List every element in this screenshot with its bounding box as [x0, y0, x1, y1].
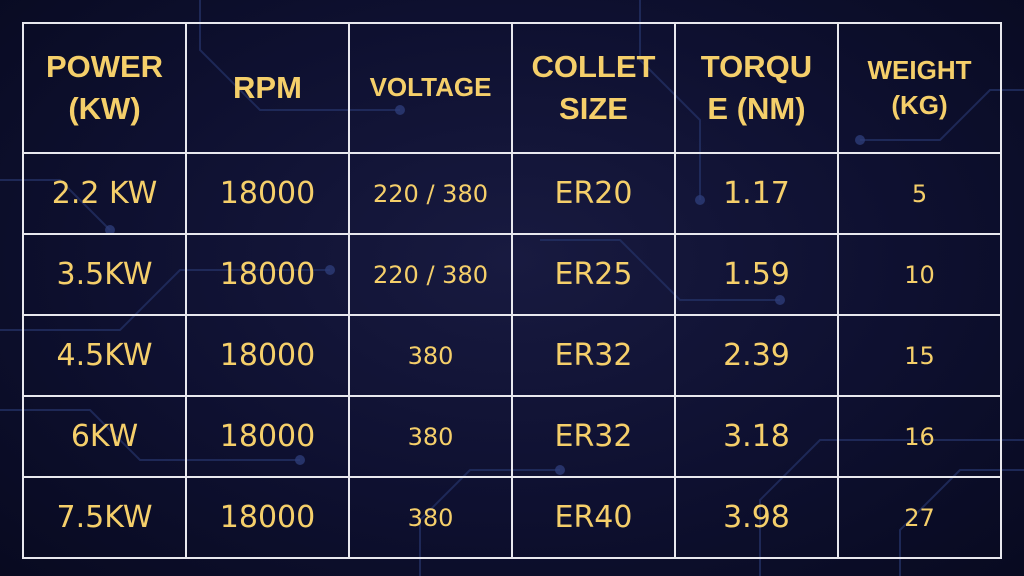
cell-weight: 16 [837, 395, 1002, 478]
cell-collet-size: ER32 [511, 314, 676, 397]
cell-collet-size: ER40 [511, 476, 676, 559]
header-voltage-label: VOLTAGE [369, 72, 492, 103]
header-weight-line2: (KG) [891, 90, 948, 120]
spindle-spec-table: POWER (KW) RPM VOLTAGE COLLET SIZE TORQU… [22, 22, 1002, 559]
header-collet-line1: COLLET [531, 49, 656, 85]
cell-voltage: 220 / 380 [348, 233, 513, 316]
cell-rpm: 18000 [185, 395, 350, 478]
cell-torque: 3.98 [674, 476, 839, 559]
table-row: 2.2 KW 18000 220 / 380 ER20 1.17 5 [22, 152, 1002, 235]
header-torque-line1: TORQU [700, 49, 813, 85]
cell-voltage: 380 [348, 476, 513, 559]
cell-power: 6KW [22, 395, 187, 478]
header-power: POWER (KW) [22, 22, 187, 154]
cell-power: 4.5KW [22, 314, 187, 397]
cell-torque: 1.17 [674, 152, 839, 235]
cell-weight: 10 [837, 233, 1002, 316]
header-rpm-label: RPM [233, 70, 302, 106]
cell-rpm: 18000 [185, 314, 350, 397]
header-collet-size: COLLET SIZE [511, 22, 676, 154]
header-weight: WEIGHT (KG) [837, 22, 1002, 154]
cell-power: 3.5KW [22, 233, 187, 316]
table-row: 6KW 18000 380 ER32 3.18 16 [22, 395, 1002, 478]
cell-rpm: 18000 [185, 152, 350, 235]
cell-voltage: 380 [348, 395, 513, 478]
cell-weight: 5 [837, 152, 1002, 235]
cell-torque: 3.18 [674, 395, 839, 478]
cell-weight: 15 [837, 314, 1002, 397]
cell-weight: 27 [837, 476, 1002, 559]
header-torque: TORQU E (NM) [674, 22, 839, 154]
cell-rpm: 18000 [185, 233, 350, 316]
cell-power: 7.5KW [22, 476, 187, 559]
cell-collet-size: ER25 [511, 233, 676, 316]
header-row: POWER (KW) RPM VOLTAGE COLLET SIZE TORQU… [22, 22, 1002, 154]
cell-collet-size: ER32 [511, 395, 676, 478]
table-row: 3.5KW 18000 220 / 380 ER25 1.59 10 [22, 233, 1002, 316]
table-row: 4.5KW 18000 380 ER32 2.39 15 [22, 314, 1002, 397]
header-power-line1: POWER [45, 49, 164, 85]
header-weight-line1: WEIGHT [867, 54, 972, 85]
header-rpm: RPM [185, 22, 350, 154]
cell-torque: 2.39 [674, 314, 839, 397]
cell-voltage: 220 / 380 [348, 152, 513, 235]
cell-torque: 1.59 [674, 233, 839, 316]
cell-rpm: 18000 [185, 476, 350, 559]
cell-power: 2.2 KW [22, 152, 187, 235]
cell-collet-size: ER20 [511, 152, 676, 235]
cell-voltage: 380 [348, 314, 513, 397]
table-row: 7.5KW 18000 380 ER40 3.98 27 [22, 476, 1002, 559]
header-collet-line2: SIZE [559, 91, 628, 126]
header-power-line2: (KW) [68, 91, 141, 126]
header-voltage: VOLTAGE [348, 22, 513, 154]
header-torque-line2: E (NM) [707, 91, 806, 126]
